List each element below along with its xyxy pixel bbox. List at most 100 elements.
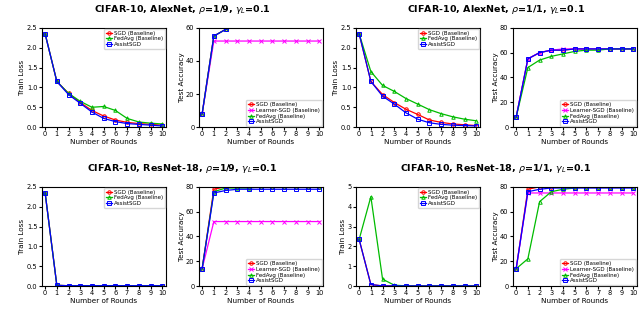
AssistSGD [437,284,445,288]
FedAvg (Baseline) [630,185,637,189]
AssistSGD [304,21,312,25]
AssistSGD [158,124,166,128]
SGD (Baseline) [304,21,312,25]
AssistSGD [124,122,131,126]
Line: AssistSGD: AssistSGD [200,187,321,270]
FedAvg (Baseline) [437,112,445,116]
FedAvg (Baseline) [292,21,300,25]
AssistSGD [257,21,264,25]
AssistSGD [135,284,143,288]
SGD (Baseline) [124,120,131,124]
Learner-SGD (Baseline) [257,39,264,43]
Text: CIFAR-10, ResNet-18, $\rho$=1/1, $\gamma_L$=0.1: CIFAR-10, ResNet-18, $\rho$=1/1, $\gamma… [401,162,592,175]
FedAvg (Baseline) [536,200,543,204]
SGD (Baseline) [88,109,96,112]
FedAvg (Baseline) [41,191,49,195]
AssistSGD [245,187,253,191]
Learner-SGD (Baseline) [292,220,300,224]
Legend: SGD (Baseline), FedAvg (Baseline), AssistSGD: SGD (Baseline), FedAvg (Baseline), Assis… [104,188,164,208]
SGD (Baseline) [524,57,532,61]
Y-axis label: Test Accuracy: Test Accuracy [493,212,499,261]
FedAvg (Baseline) [355,237,363,241]
FedAvg (Baseline) [595,185,602,189]
FedAvg (Baseline) [316,185,323,189]
AssistSGD [449,123,457,127]
FedAvg (Baseline) [221,186,229,190]
SGD (Baseline) [367,283,374,286]
SGD (Baseline) [524,187,532,191]
X-axis label: Number of Rounds: Number of Rounds [384,139,451,145]
Learner-SGD (Baseline) [269,220,276,224]
AssistSGD [630,186,637,190]
FedAvg (Baseline) [304,21,312,25]
AssistSGD [124,284,131,288]
Text: CIFAR-10, ResNet-18, $\rho$=1/9, $\gamma_L$=0.1: CIFAR-10, ResNet-18, $\rho$=1/9, $\gamma… [87,162,277,175]
Learner-SGD (Baseline) [198,112,206,116]
Learner-SGD (Baseline) [269,39,276,43]
Learner-SGD (Baseline) [559,191,567,195]
AssistSGD [111,284,119,288]
Y-axis label: Train Loss: Train Loss [19,219,26,254]
FedAvg (Baseline) [210,190,218,194]
FedAvg (Baseline) [147,121,154,125]
Learner-SGD (Baseline) [595,47,602,51]
SGD (Baseline) [158,284,166,288]
AssistSGD [402,111,410,115]
SGD (Baseline) [304,185,312,189]
FedAvg (Baseline) [367,70,374,74]
FedAvg (Baseline) [606,185,614,189]
FedAvg (Baseline) [124,116,131,120]
Learner-SGD (Baseline) [547,191,555,195]
FedAvg (Baseline) [41,32,49,36]
AssistSGD [65,93,72,96]
FedAvg (Baseline) [245,186,253,190]
Line: Learner-SGD (Baseline): Learner-SGD (Baseline) [515,47,635,119]
SGD (Baseline) [269,21,276,25]
SGD (Baseline) [606,47,614,51]
FedAvg (Baseline) [280,21,288,25]
FedAvg (Baseline) [449,115,457,119]
AssistSGD [414,284,422,288]
SGD (Baseline) [316,185,323,189]
AssistSGD [135,122,143,126]
FedAvg (Baseline) [571,49,579,53]
FedAvg (Baseline) [390,89,398,93]
FedAvg (Baseline) [367,195,374,199]
FedAvg (Baseline) [100,105,108,109]
SGD (Baseline) [630,185,637,189]
AssistSGD [402,284,410,288]
SGD (Baseline) [111,284,119,288]
Y-axis label: Train Loss: Train Loss [19,60,26,95]
SGD (Baseline) [606,185,614,189]
FedAvg (Baseline) [461,284,468,288]
Learner-SGD (Baseline) [524,57,532,61]
Line: FedAvg (Baseline): FedAvg (Baseline) [357,32,478,123]
AssistSGD [316,21,323,25]
X-axis label: Number of Rounds: Number of Rounds [384,298,451,304]
Learner-SGD (Baseline) [630,191,637,195]
FedAvg (Baseline) [88,284,96,288]
AssistSGD [571,47,579,51]
Learner-SGD (Baseline) [571,47,579,51]
FedAvg (Baseline) [472,284,480,288]
SGD (Baseline) [513,115,520,119]
AssistSGD [158,284,166,288]
SGD (Baseline) [292,21,300,25]
SGD (Baseline) [245,185,253,189]
AssistSGD [536,187,543,191]
AssistSGD [367,283,374,286]
SGD (Baseline) [210,187,218,191]
Learner-SGD (Baseline) [595,191,602,195]
FedAvg (Baseline) [355,32,363,36]
Learner-SGD (Baseline) [304,220,312,224]
Line: SGD (Baseline): SGD (Baseline) [515,185,635,270]
X-axis label: Number of Rounds: Number of Rounds [70,139,137,145]
AssistSGD [461,124,468,128]
AssistSGD [292,21,300,25]
AssistSGD [304,187,312,191]
SGD (Baseline) [472,124,480,128]
Line: FedAvg (Baseline): FedAvg (Baseline) [200,21,321,116]
AssistSGD [269,187,276,191]
Learner-SGD (Baseline) [547,48,555,52]
Learner-SGD (Baseline) [234,220,241,224]
